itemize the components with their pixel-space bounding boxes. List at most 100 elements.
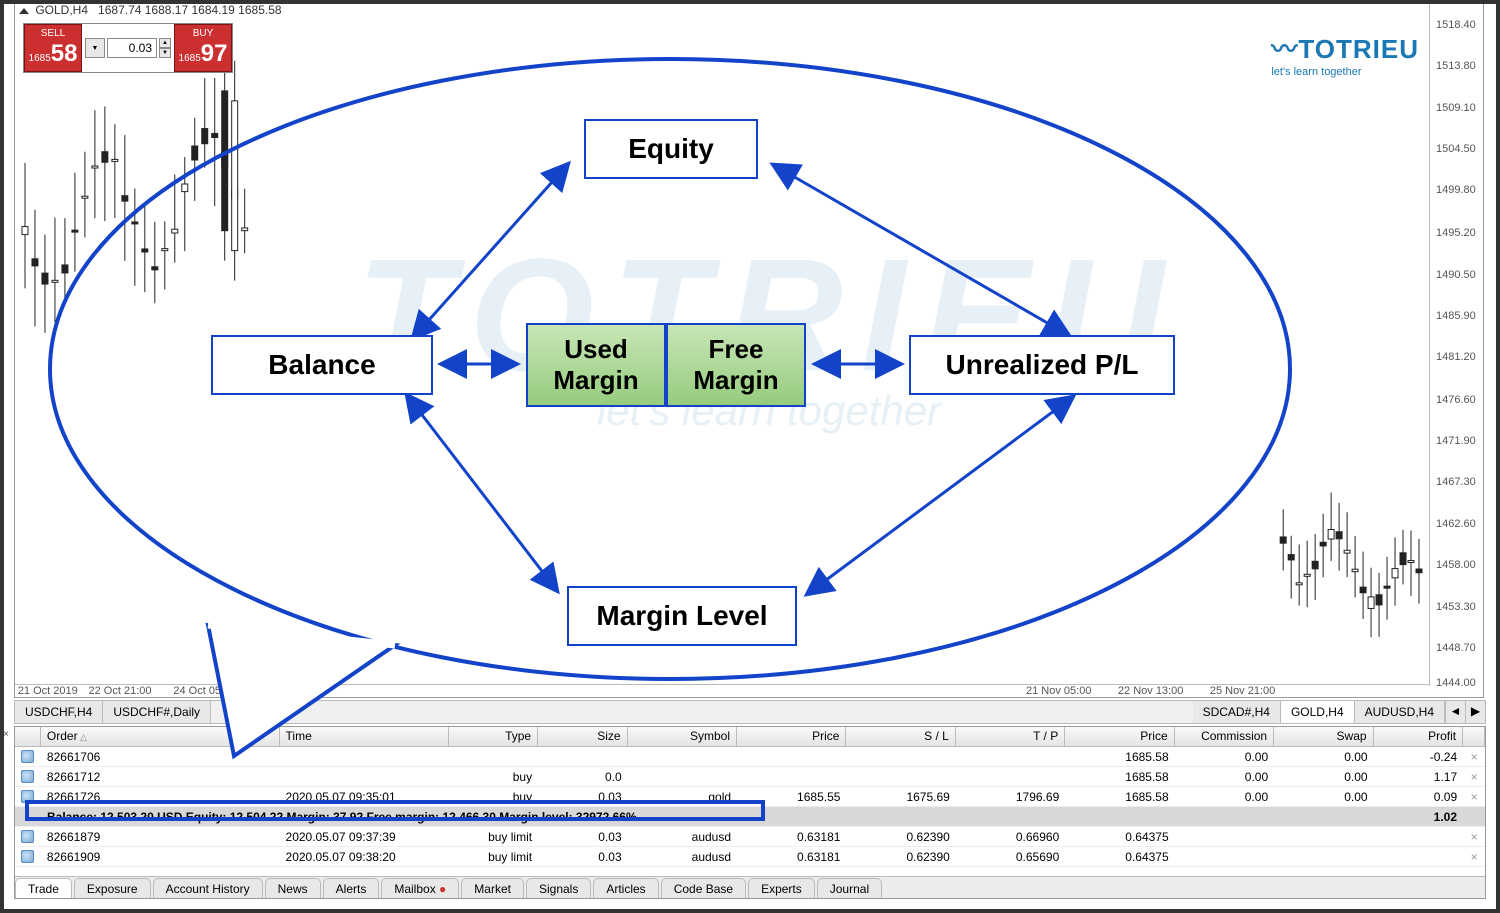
x-tick: 22 Nov 13:00 [1118, 685, 1183, 697]
y-axis: 1518.40 1513.80 1509.10 1504.50 1499.80 1495.… [1429, 1, 1483, 686]
sell-button[interactable]: SELL 1685 58 [24, 24, 82, 72]
order-icon [15, 749, 41, 764]
dropdown-icon[interactable]: ▼ [85, 38, 105, 58]
symbol-tab[interactable]: GOLD,H4 [1281, 701, 1355, 723]
terminal-tab-experts[interactable]: Experts [748, 878, 815, 898]
y-tick: 1485.90 [1436, 310, 1476, 322]
highlight-box [25, 800, 765, 821]
y-tick: 1444.00 [1436, 677, 1476, 689]
chart-frame: GOLD,H4 1687.74 1688.17 1684.19 1685.58 … [14, 0, 1484, 698]
table-row[interactable]: 826617061685.580.000.00-0.24× [15, 747, 1485, 767]
symbol-tab-bar: USDCHF,H4USDCHF#,Daily SDCAD#,H4GOLD,H4AU… [14, 700, 1486, 724]
ohlc-label: 1687.74 1688.17 1684.19 1685.58 [98, 3, 282, 17]
terminal-tab-mailbox[interactable]: Mailbox ● [381, 878, 459, 898]
x-tick: 24 Oct 05:00 [173, 685, 236, 697]
table-header-row: OrderTimeTypeSizeSymbolPriceS / LT / PPr… [15, 727, 1485, 747]
buy-price: 1685 97 [179, 40, 228, 68]
order-icon [15, 769, 41, 784]
col-header[interactable]: Type [449, 727, 539, 746]
y-tick: 1518.40 [1436, 19, 1476, 31]
flame-icon: 〰 [1271, 29, 1298, 66]
y-tick: 1467.30 [1436, 476, 1476, 488]
one-click-trade-panel: SELL 1685 58 ▼ 0.03 ▲ ▼ BUY 1685 97 [23, 23, 233, 73]
terminal-tab-signals[interactable]: Signals [526, 878, 591, 898]
col-header[interactable]: Symbol [628, 727, 737, 746]
logo-tag: let's learn together [1271, 66, 1419, 78]
x-tick: 21 Nov 05:00 [1026, 685, 1091, 697]
col-header[interactable]: T / P [956, 727, 1065, 746]
terminal-tab-bar: TradeExposureAccount HistoryNewsAlertsMa… [15, 876, 1485, 898]
terminal-tab-articles[interactable]: Articles [593, 878, 658, 898]
qty-spinner[interactable]: ▲ ▼ [159, 38, 171, 58]
order-icon [15, 849, 41, 864]
buy-label: BUY [193, 28, 214, 40]
tab-nav-icon[interactable]: ▶ [1465, 701, 1485, 723]
close-order-icon[interactable]: × [1463, 789, 1485, 805]
y-tick: 1453.30 [1436, 601, 1476, 613]
y-tick: 1471.90 [1436, 435, 1476, 447]
col-header[interactable]: Swap [1274, 727, 1373, 746]
col-header[interactable]: Size [538, 727, 628, 746]
terminal-tab-journal[interactable]: Journal [817, 878, 882, 898]
sell-label: SELL [41, 28, 65, 40]
spin-down-icon[interactable]: ▼ [159, 48, 171, 58]
col-header[interactable]: S / L [846, 727, 955, 746]
terminal-tab-news[interactable]: News [265, 878, 321, 898]
notification-dot-icon: ● [436, 882, 447, 896]
col-header[interactable]: Price [1065, 727, 1174, 746]
col-header[interactable]: Time [280, 727, 449, 746]
symbol-tab[interactable]: AUDUSD,H4 [1355, 701, 1445, 723]
x-axis: 21 Oct 2019 22 Oct 21:00 24 Oct 05:00 21 No… [15, 684, 1429, 697]
terminal-tab-trade[interactable]: Trade [15, 878, 72, 898]
symbol-tab[interactable]: SDCAD#,H4 [1193, 701, 1281, 723]
col-header[interactable]: Price [737, 727, 846, 746]
symbol-label: GOLD,H4 [35, 3, 88, 17]
y-tick: 1458.00 [1436, 559, 1476, 571]
tab-nav-icon[interactable]: ◄ [1445, 701, 1465, 723]
close-order-icon[interactable]: × [1463, 749, 1485, 765]
terminal-tab-code-base[interactable]: Code Base [661, 878, 746, 898]
qty-controls: ▼ 0.03 ▲ ▼ [82, 24, 174, 72]
spin-up-icon[interactable]: ▲ [159, 38, 171, 48]
order-icon [15, 829, 41, 844]
terminal-tab-account-history[interactable]: Account History [153, 878, 263, 898]
y-tick: 1495.20 [1436, 227, 1476, 239]
symbol-tab[interactable]: USDCHF#,Daily [103, 701, 211, 723]
buy-button[interactable]: BUY 1685 97 [174, 24, 232, 72]
terminal-tab-exposure[interactable]: Exposure [74, 878, 151, 898]
table-row[interactable]: 826619092020.05.07 09:38:20buy limit0.03… [15, 847, 1485, 867]
col-header[interactable]: Profit [1374, 727, 1464, 746]
y-tick: 1490.50 [1436, 269, 1476, 281]
terminal-tab-market[interactable]: Market [461, 878, 524, 898]
terminal-label: Terminal [0, 854, 3, 896]
summary-profit: 1.02 [1373, 809, 1463, 825]
x-tick: 25 Nov 21:00 [1210, 685, 1275, 697]
y-tick: 1499.80 [1436, 184, 1476, 196]
close-order-icon[interactable]: × [1463, 829, 1485, 845]
terminal-close-icon[interactable]: × [3, 729, 9, 740]
logo-brand: 〰TOTRIEU [1271, 29, 1419, 66]
x-tick: 22 Oct 21:00 [89, 685, 152, 697]
col-header[interactable]: Commission [1175, 727, 1274, 746]
y-tick: 1509.10 [1436, 102, 1476, 114]
col-header[interactable]: Order [41, 727, 280, 746]
terminal-tab-alerts[interactable]: Alerts [323, 878, 380, 898]
y-tick: 1448.70 [1436, 642, 1476, 654]
y-tick: 1462.60 [1436, 518, 1476, 530]
symbol-tab[interactable]: USDCHF,H4 [15, 701, 103, 723]
y-tick: 1476.60 [1436, 394, 1476, 406]
table-row[interactable]: 826618792020.05.07 09:37:39buy limit0.03… [15, 827, 1485, 847]
y-tick: 1504.50 [1436, 143, 1476, 155]
close-order-icon[interactable]: × [1463, 849, 1485, 865]
candlestick-chart [15, 1, 1429, 685]
y-tick: 1481.20 [1436, 351, 1476, 363]
triangle-up-icon [19, 8, 29, 14]
chart-title: GOLD,H4 1687.74 1688.17 1684.19 1685.58 [19, 3, 282, 17]
logo-corner: 〰TOTRIEU let's learn together [1271, 29, 1419, 78]
qty-input[interactable]: 0.03 [107, 38, 157, 58]
close-order-icon[interactable]: × [1463, 769, 1485, 785]
x-tick: 21 Oct 2019 [18, 685, 78, 697]
y-tick: 1513.80 [1436, 60, 1476, 72]
sell-price: 1685 58 [29, 40, 78, 68]
table-row[interactable]: 82661712buy0.01685.580.000.001.17× [15, 767, 1485, 787]
